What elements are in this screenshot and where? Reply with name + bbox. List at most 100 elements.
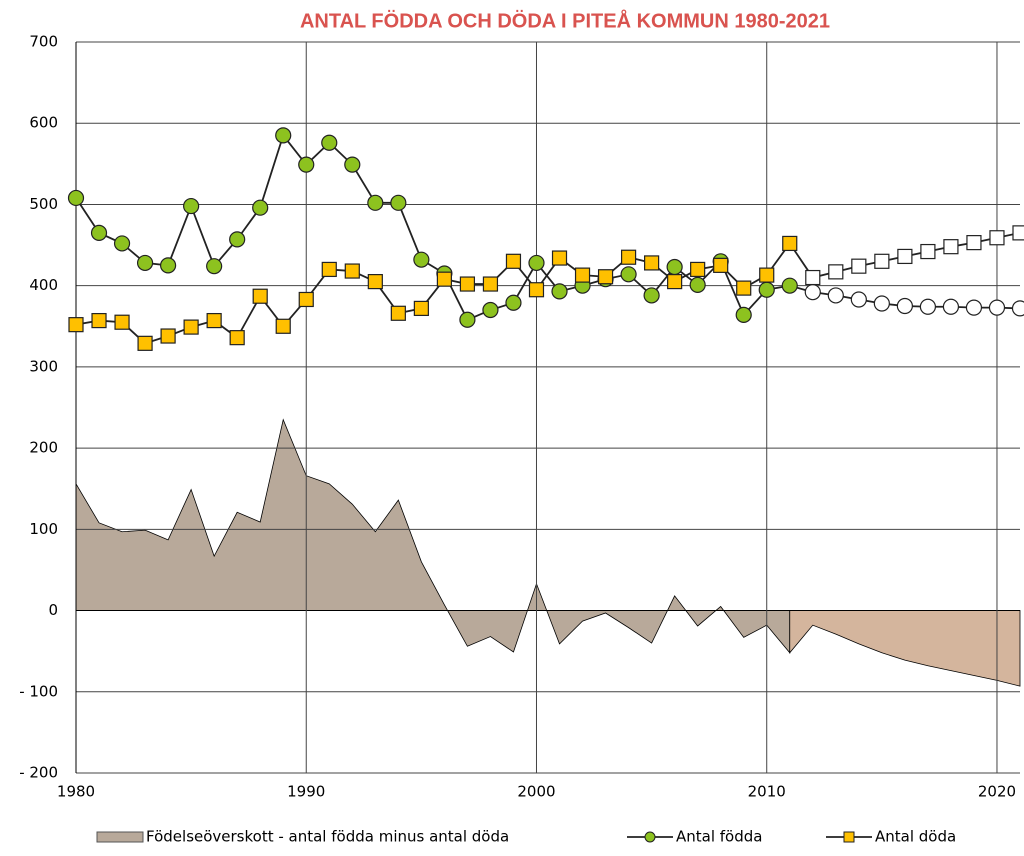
marker	[736, 280, 752, 296]
marker	[482, 301, 499, 319]
marker	[390, 305, 406, 321]
marker	[528, 254, 545, 272]
marker	[321, 134, 338, 151]
marker	[597, 269, 614, 285]
marker	[620, 266, 637, 283]
marker	[321, 261, 337, 278]
line	[75, 133, 1021, 321]
marker	[68, 317, 84, 333]
marker	[850, 291, 867, 308]
marker	[459, 311, 476, 328]
marker	[781, 277, 798, 294]
marker	[390, 194, 407, 211]
marker	[160, 328, 176, 344]
marker	[620, 249, 637, 265]
area	[789, 610, 1021, 687]
marker	[505, 294, 522, 311]
legend-label: Födelseöverskott - antal födda minus ant…	[146, 828, 509, 846]
y-tick-label: 500	[29, 195, 58, 213]
marker	[229, 330, 245, 346]
marker	[551, 283, 568, 300]
legend-swatch	[843, 831, 855, 843]
marker	[896, 297, 913, 315]
legend-label: Antal födda	[676, 828, 762, 846]
marker	[851, 258, 867, 274]
marker	[942, 298, 960, 315]
marker	[482, 276, 499, 292]
marker	[713, 257, 729, 273]
legend-swatch	[644, 831, 656, 843]
marker	[689, 276, 706, 293]
y-tick-label: 0	[48, 601, 58, 619]
marker	[667, 274, 683, 290]
marker	[782, 235, 798, 252]
marker	[367, 194, 384, 211]
marker	[643, 287, 660, 304]
x-tick-label: 1990	[287, 783, 325, 801]
x-tick-label: 2000	[517, 783, 555, 801]
marker	[735, 306, 752, 324]
marker	[1012, 225, 1024, 241]
marker	[183, 319, 199, 335]
marker	[114, 314, 130, 330]
y-tick-label: 300	[29, 357, 58, 375]
marker	[874, 253, 890, 269]
marker	[758, 281, 775, 298]
marker	[505, 253, 522, 269]
y-tick-label: 400	[29, 276, 58, 294]
marker	[459, 276, 476, 292]
marker	[528, 282, 545, 298]
marker	[159, 257, 177, 274]
marker	[252, 288, 268, 304]
marker	[413, 251, 430, 268]
marker	[644, 255, 660, 271]
marker	[206, 258, 223, 275]
y-tick-label: 600	[29, 114, 58, 132]
marker	[413, 300, 429, 317]
marker	[91, 312, 107, 329]
marker	[804, 284, 821, 301]
y-tick-label: 700	[29, 33, 58, 51]
marker	[827, 287, 844, 304]
marker	[367, 274, 383, 290]
marker	[920, 243, 936, 260]
marker	[897, 248, 913, 265]
marker	[275, 127, 292, 144]
marker	[690, 261, 706, 278]
marker	[943, 239, 959, 255]
marker	[275, 318, 291, 334]
marker	[666, 258, 683, 276]
marker	[828, 264, 844, 280]
marker	[759, 267, 775, 283]
marker	[183, 197, 200, 215]
chart-title: ANTAL FÖDDA OCH DÖDA I PITEÅ KOMMUN 1980…	[300, 8, 830, 32]
area	[75, 418, 791, 654]
marker	[113, 235, 131, 252]
marker	[989, 230, 1005, 246]
marker	[344, 156, 361, 173]
x-tick-label: 1980	[57, 783, 95, 801]
marker	[1011, 300, 1024, 317]
marker	[436, 271, 452, 287]
marker	[873, 295, 890, 312]
marker	[551, 250, 568, 266]
marker	[966, 235, 982, 251]
x-tick-label: 2010	[748, 783, 786, 801]
marker	[90, 224, 108, 241]
legend-label: Antal döda	[875, 828, 956, 846]
marker	[344, 263, 360, 279]
marker	[206, 312, 222, 329]
marker	[298, 156, 315, 173]
marker	[919, 298, 937, 315]
marker	[298, 291, 314, 308]
marker	[805, 269, 821, 286]
y-tick-label: 100	[29, 520, 58, 538]
marker	[988, 299, 1006, 316]
marker	[136, 254, 154, 272]
marker	[965, 299, 983, 316]
marker	[67, 189, 85, 207]
x-tick-label: 2020	[978, 783, 1016, 801]
marker	[137, 335, 153, 351]
